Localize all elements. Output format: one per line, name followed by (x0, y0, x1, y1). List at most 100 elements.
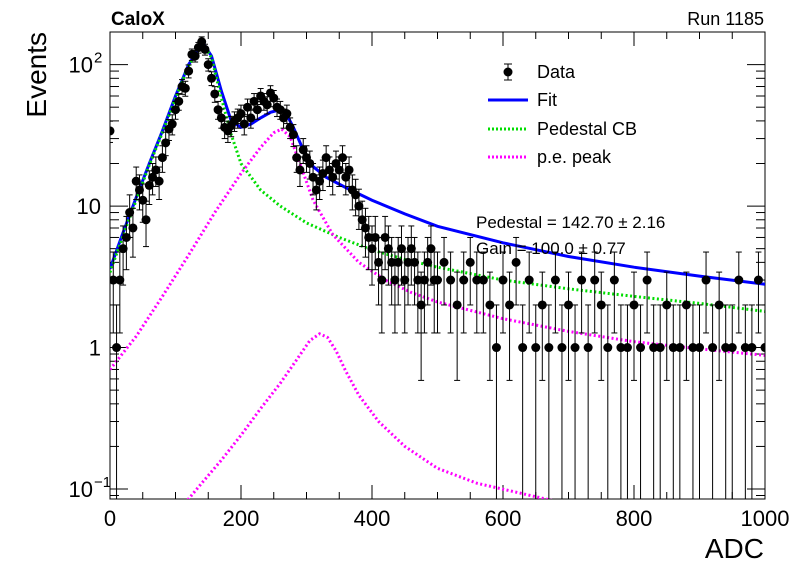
data-marker (324, 165, 334, 175)
x-tick-label: 400 (354, 506, 391, 531)
x-tick-label: 1000 (741, 506, 790, 531)
data-point (413, 251, 423, 334)
y-axis-title: Events (21, 32, 52, 118)
data-marker (338, 153, 348, 163)
data-point (282, 104, 292, 125)
x-tick-label: 0 (104, 506, 116, 531)
data-point (675, 304, 685, 499)
data-point (131, 166, 141, 201)
data-point (141, 200, 151, 248)
data-point (662, 271, 672, 381)
x-tick-label: 800 (616, 506, 653, 531)
legend-label-pe-peak: p.e. peak (537, 147, 612, 167)
data-point (688, 304, 698, 499)
data-marker (629, 300, 639, 310)
data-point (180, 80, 190, 97)
data-marker (112, 343, 122, 353)
data-point (668, 304, 678, 499)
data-point (472, 251, 482, 334)
data-point (167, 114, 177, 136)
data-marker (134, 185, 144, 195)
data-marker (285, 122, 295, 132)
data-point (110, 251, 118, 334)
data-marker (184, 66, 194, 76)
data-marker (118, 244, 128, 254)
data-point (524, 251, 534, 334)
data-marker (295, 165, 305, 175)
data-point (439, 236, 449, 306)
data-marker (236, 109, 246, 119)
data-marker (374, 257, 384, 267)
data-point (681, 271, 691, 381)
data-point (295, 156, 305, 187)
data-marker (171, 105, 180, 115)
data-point (537, 271, 547, 381)
x-tick-label: 600 (485, 506, 522, 531)
data-point (213, 100, 223, 120)
data-point (760, 304, 765, 499)
data-marker (498, 275, 508, 285)
data-marker (383, 244, 393, 254)
data-point (505, 271, 515, 381)
series-line-pe-peak-2-3 (186, 332, 553, 499)
data-point (396, 225, 406, 286)
data-marker (141, 215, 151, 225)
fit-results-box: Pedestal = 142.70 ± 2.16 Gain = 100.0 ± … (476, 213, 665, 258)
data-points (110, 36, 765, 499)
data-point (377, 251, 387, 334)
data-marker (433, 275, 442, 285)
data-marker (387, 257, 397, 267)
legend: Data Fit Pedestal CB p.e. peak (488, 62, 637, 167)
data-point (649, 304, 659, 499)
data-marker (577, 275, 587, 285)
data-point (360, 207, 370, 258)
data-marker (760, 343, 765, 353)
data-marker (649, 343, 659, 353)
data-marker (115, 275, 125, 285)
data-marker (708, 343, 718, 353)
data-point (406, 225, 416, 286)
data-marker (239, 119, 249, 129)
legend-item-pe-peak: p.e. peak (488, 147, 612, 167)
data-marker (550, 275, 560, 285)
data-point (128, 207, 138, 258)
data-point (252, 100, 262, 120)
data-marker (151, 165, 161, 175)
data-marker (662, 300, 672, 310)
data-point (246, 108, 256, 129)
data-marker (531, 343, 541, 353)
data-marker (144, 180, 154, 190)
data-marker (655, 343, 665, 353)
data-point (374, 236, 384, 306)
data-point (357, 200, 367, 248)
data-marker (423, 257, 433, 267)
data-marker (213, 105, 223, 115)
data-marker (357, 215, 367, 225)
data-point (740, 304, 750, 499)
data-marker (636, 343, 646, 353)
data-marker (305, 158, 315, 168)
data-marker (360, 223, 370, 233)
data-point (426, 225, 436, 286)
data-point (154, 166, 164, 201)
x-axis-title: ADC (705, 533, 764, 564)
data-marker (681, 300, 691, 310)
data-marker (344, 165, 354, 175)
series-line-p-e-peak-2 (110, 127, 765, 371)
data-point (459, 251, 469, 334)
data-point (410, 236, 420, 306)
data-point (550, 251, 560, 334)
data-marker (262, 100, 272, 110)
data-marker (505, 300, 515, 310)
data-marker (452, 300, 462, 310)
data-point (531, 304, 541, 499)
data-marker (406, 244, 416, 254)
y-tick-label: 1 (89, 336, 101, 361)
data-marker (616, 343, 626, 353)
legend-label-pedestal: Pedestal CB (537, 119, 637, 139)
data-marker (167, 119, 177, 129)
y-tick-label: 10 (77, 194, 101, 219)
data-marker (410, 257, 420, 267)
